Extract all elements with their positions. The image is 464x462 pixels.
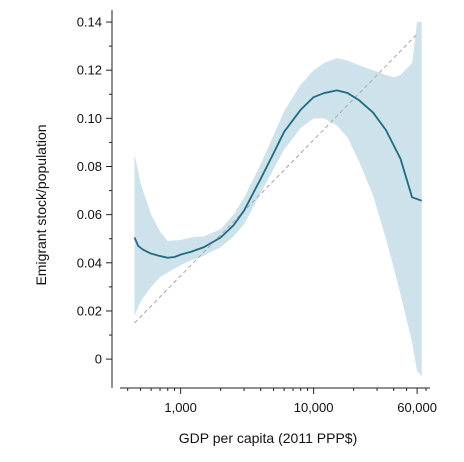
- x-tick-label: 10,000: [294, 400, 334, 415]
- y-tick-label: 0.10: [77, 111, 102, 126]
- x-axis-label: GDP per capita (2011 PPP$): [179, 430, 357, 446]
- y-tick-label: 0.06: [77, 207, 102, 222]
- y-tick-label: 0.14: [77, 15, 102, 30]
- y-axis-label: Emigrant stock/population: [33, 124, 49, 285]
- confidence-band: [134, 22, 422, 376]
- y-tick-label: 0.12: [77, 63, 102, 78]
- axes: [111, 10, 430, 389]
- reference-line: [134, 33, 418, 324]
- y-tick-label: 0.02: [77, 303, 102, 318]
- y-tick-label: 0: [95, 352, 102, 367]
- x-tick-label: 1,000: [164, 400, 197, 415]
- y-tick-label: 0.04: [77, 255, 102, 270]
- y-tick-label: 0.08: [77, 159, 102, 174]
- x-tick-label: 60,000: [397, 400, 437, 415]
- plot-area: [133, 22, 423, 376]
- fit-line: [133, 89, 423, 259]
- ticks: 0 0.02 0.04 0.06 0.08 0.10 0.12 0.14 1,000 10,000…: [77, 15, 437, 415]
